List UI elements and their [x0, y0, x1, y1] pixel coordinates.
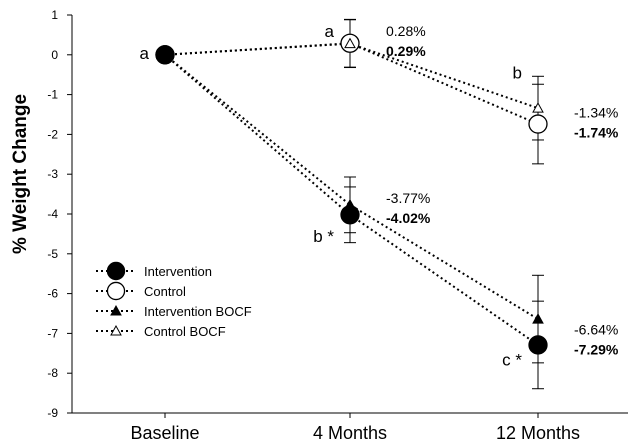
value-annotation: -7.29% [574, 341, 619, 357]
series-line-control [164, 42, 539, 125]
y-tick-label: -4 [47, 207, 58, 221]
significance-letter: a [325, 22, 335, 41]
y-tick-label: -8 [47, 366, 58, 380]
value-annotation: -4.02% [386, 210, 431, 226]
y-tick-label: -5 [47, 247, 58, 261]
y-tick-label: -6 [47, 287, 58, 301]
data-point-control [528, 114, 548, 134]
x-tick-label: 12 Months [496, 423, 580, 443]
y-tick-label: -3 [47, 167, 58, 181]
y-tick-label: -2 [47, 127, 58, 141]
y-axis-label: % Weight Change [10, 94, 31, 254]
significance-letter: c * [502, 350, 522, 369]
value-annotation: 0.29% [386, 43, 426, 59]
data-point-intervention-bocf [159, 48, 171, 60]
series-line-intervention [164, 54, 539, 346]
value-annotation: -1.34% [574, 105, 618, 121]
y-tick-label: 0 [51, 48, 58, 62]
y-tick-label: 1 [51, 8, 58, 22]
significance-letter: a [140, 44, 150, 63]
legend-label: Intervention BOCF [144, 304, 252, 319]
y-tick-label: -9 [47, 406, 58, 420]
y-tick-label: -7 [47, 326, 58, 340]
legend-label: Intervention [144, 264, 212, 279]
series-line-control-bocf [164, 42, 539, 110]
data-point-intervention-bocf [532, 313, 544, 324]
significance-letter: b * [313, 227, 334, 246]
legend-marker [106, 261, 126, 281]
legend-marker [106, 281, 126, 301]
data-point-control-bocf [532, 102, 544, 113]
legend-marker [110, 324, 122, 336]
legend-marker [110, 304, 122, 316]
legend: Intervention Control Intervention BOCF Cont… [96, 261, 252, 339]
value-annotation: -3.77% [386, 190, 430, 206]
value-annotation: -1.74% [574, 124, 619, 140]
y-tick-label: -1 [47, 88, 58, 102]
value-annotation: 0.28% [386, 23, 426, 39]
x-tick-label: 4 Months [313, 423, 387, 443]
data-point-control-bocf [344, 37, 356, 49]
data-point-intervention-bocf [344, 198, 356, 210]
significance-letter: b [513, 64, 522, 83]
legend-label: Control [144, 284, 186, 299]
legend-label: Control BOCF [144, 324, 226, 339]
data-point-intervention [528, 335, 548, 355]
x-tick-label: Baseline [130, 423, 199, 443]
value-annotation: -6.64% [574, 321, 618, 337]
